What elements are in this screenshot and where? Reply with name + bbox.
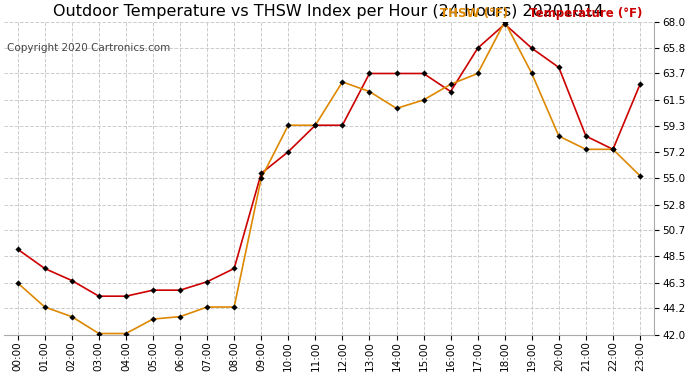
Point [39,266,50,272]
Point [201,279,213,285]
Point [391,105,402,111]
Point [364,88,375,94]
Point [12,246,23,252]
Point [526,45,538,51]
Point [283,122,294,128]
Point [635,173,646,179]
Point [418,70,429,76]
Point [553,133,564,139]
Point [201,304,213,310]
Point [445,81,456,87]
Point [175,314,186,320]
Point [66,314,77,320]
Point [580,146,591,152]
Point [445,88,456,94]
Point [418,97,429,103]
Point [553,64,564,70]
Point [93,330,104,336]
Point [635,81,646,87]
Point [39,304,50,310]
Point [337,79,348,85]
Text: Copyright 2020 Cartronics.com: Copyright 2020 Cartronics.com [7,43,170,52]
Point [93,293,104,299]
Point [607,146,618,152]
Point [607,146,618,152]
Point [337,122,348,128]
Point [391,70,402,76]
Point [175,287,186,293]
Point [526,70,538,76]
Text: THSW (°F): THSW (°F) [440,7,508,20]
Point [228,304,239,310]
Point [310,122,321,128]
Point [500,19,511,25]
Point [500,21,511,27]
Point [256,175,267,181]
Point [472,45,483,51]
Point [364,70,375,76]
Point [283,149,294,155]
Point [256,170,267,176]
Point [228,266,239,272]
Point [66,278,77,284]
Point [472,70,483,76]
Point [121,293,132,299]
Point [148,316,159,322]
Point [121,330,132,336]
Point [580,133,591,139]
Point [12,280,23,286]
Point [310,122,321,128]
Text: Temperature (°F): Temperature (°F) [529,7,642,20]
Title: Outdoor Temperature vs THSW Index per Hour (24 Hours) 20201014: Outdoor Temperature vs THSW Index per Ho… [54,4,604,19]
Point [148,287,159,293]
